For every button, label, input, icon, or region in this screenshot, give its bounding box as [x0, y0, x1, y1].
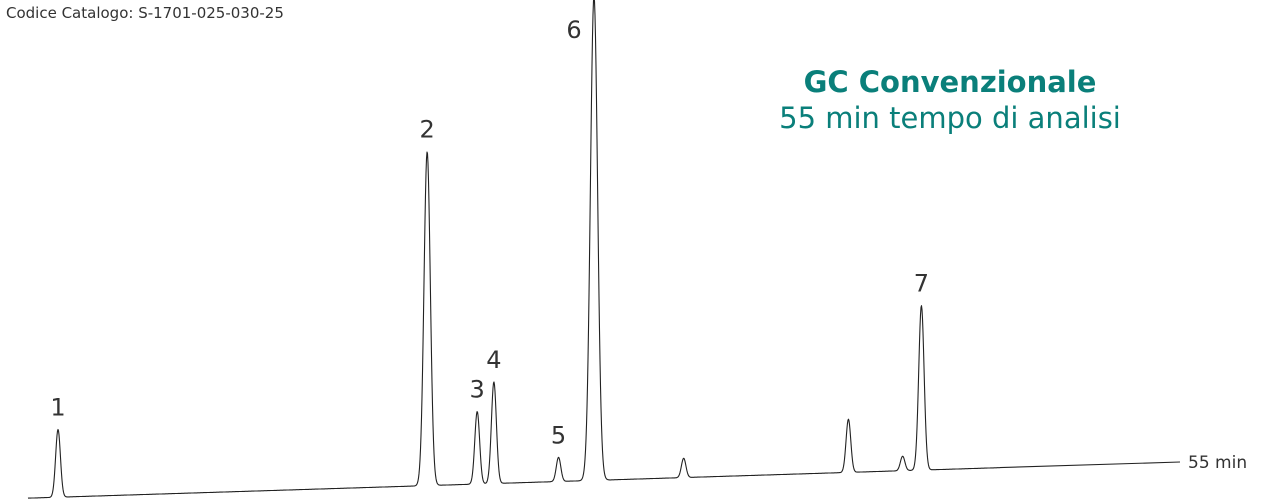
catalog-code: Codice Catalogo: S-1701-025-030-25	[6, 4, 284, 22]
peak-label-2: 2	[420, 116, 435, 144]
peak-label-4: 4	[486, 346, 501, 374]
axis-end-label: 55 min	[1188, 453, 1247, 473]
peak-label-6: 6	[566, 16, 581, 44]
baseline-extension	[999, 461, 1181, 469]
peak-labels: 1 2 34 5 6 7	[50, 16, 929, 449]
peak-label-3: 3	[470, 376, 485, 404]
chart-headline: GC Convenzionale 55 min tempo di analisi	[700, 64, 1200, 137]
chart-title: GC Convenzionale	[803, 65, 1097, 99]
chart-subtitle: 55 min tempo di analisi	[779, 101, 1121, 136]
peak-label-5: 5	[551, 421, 566, 449]
chromatogram-trace	[27, 0, 1001, 499]
peak-label-1: 1	[50, 394, 65, 422]
peak-label-7: 7	[914, 270, 929, 298]
